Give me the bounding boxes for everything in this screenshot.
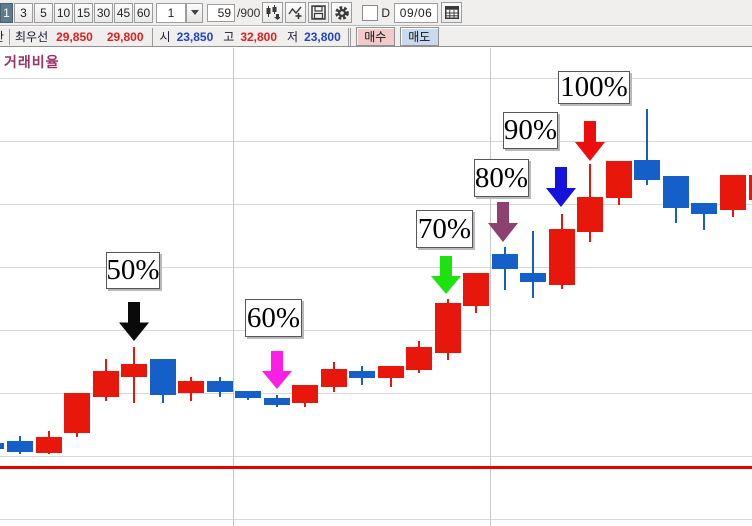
candle-body (150, 359, 176, 395)
candle-body (235, 391, 261, 398)
candle-body (292, 385, 318, 403)
h-gridline (0, 393, 752, 394)
candle-body (178, 381, 204, 393)
candlestick-add-icon (266, 5, 281, 20)
candle-body (634, 160, 660, 180)
candle-body (549, 229, 575, 285)
candle-body (93, 371, 119, 397)
price-info-bar: 안 최우선 29,850 29,800 시 23,850 고 32,800 저 … (0, 27, 752, 47)
add-candle-button[interactable] (262, 2, 284, 23)
best-bid-value: 29,850 (56, 29, 93, 44)
candle-body (492, 254, 518, 269)
candle-body (720, 175, 746, 210)
percent-label: 80% (474, 159, 529, 197)
h-gridline (0, 519, 752, 520)
percent-label: 100% (558, 71, 630, 104)
h-gridline (0, 267, 752, 268)
low-label: 저 (287, 30, 299, 44)
candle-body (463, 273, 489, 306)
interval-button-30[interactable]: 30 (94, 2, 113, 23)
percent-label: 70% (416, 210, 473, 248)
gear-icon (335, 5, 349, 20)
candle-body (264, 398, 290, 405)
interval-button-45[interactable]: 45 (114, 2, 133, 23)
candle-body (0, 443, 4, 449)
percent-label: 90% (503, 112, 558, 149)
candle-body (406, 347, 432, 370)
candlestick-chart[interactable]: 거래비율 50% 60% 70% 80% 90% 100% (0, 48, 752, 526)
open-value: 23,850 (176, 29, 214, 44)
buy-button[interactable]: 매수 (355, 27, 395, 46)
interval-button-10[interactable]: 10 (54, 2, 73, 23)
candle-body (606, 161, 632, 198)
chart-toolbar: 1 3 5 10 15 30 45 60 1 59 /900 (0, 0, 752, 26)
candle-body (435, 303, 461, 353)
candle-body (691, 203, 717, 214)
interval-button-1[interactable]: 1 (0, 2, 13, 23)
v-gridline (233, 48, 234, 526)
interval-button-3[interactable]: 3 (14, 2, 33, 23)
candle-body (321, 369, 347, 387)
candle-body (663, 176, 689, 208)
candle-body (749, 175, 752, 200)
candle-body (378, 366, 404, 378)
candle-wick (532, 231, 534, 298)
date-input[interactable]: 09/06 (394, 2, 439, 23)
down-arrow-icon (431, 256, 461, 294)
ohlc-group: 시 23,850 고 32,800 저 23,800 (151, 27, 351, 46)
line-chart-add-icon (288, 6, 302, 19)
chevron-down-icon (190, 10, 199, 15)
v-gridline (490, 48, 491, 526)
sell-button[interactable]: 매도 (399, 27, 439, 46)
period-select-dropdown-button[interactable] (186, 2, 203, 23)
high-value: 32,800 (240, 29, 278, 44)
candle-wick (646, 109, 648, 185)
calendar-icon (444, 6, 459, 19)
save-icon (311, 5, 327, 20)
down-arrow-icon (575, 121, 605, 161)
candle-wick (703, 203, 705, 230)
daily-checkbox[interactable] (362, 4, 379, 21)
save-chart-button[interactable] (308, 2, 330, 23)
h-gridline (0, 204, 752, 205)
candle-body (121, 364, 147, 377)
calendar-button[interactable] (441, 2, 463, 23)
best-quote-label: 최우선 (15, 30, 49, 44)
candle-body (7, 441, 33, 452)
candle-body (64, 393, 90, 433)
h-gridline (0, 330, 752, 331)
interval-button-60[interactable]: 60 (134, 2, 153, 23)
down-arrow-icon (262, 351, 292, 389)
candle-body (577, 197, 603, 232)
candle-body (520, 273, 546, 282)
indicator-label: 거래비율 (4, 54, 60, 70)
h-gridline (0, 456, 752, 457)
down-arrow-icon (546, 167, 576, 207)
percent-label: 60% (245, 299, 302, 337)
period-select-value[interactable]: 1 (156, 2, 186, 23)
interval-button-15[interactable]: 15 (74, 2, 93, 23)
high-label: 고 (223, 30, 235, 44)
settings-button[interactable] (331, 2, 353, 23)
h-gridline (0, 78, 752, 79)
low-value: 23,800 (304, 29, 341, 44)
daily-checkbox-label: D (381, 5, 391, 20)
candle-body (207, 381, 233, 392)
down-arrow-icon (119, 302, 149, 341)
best-ask-value: 29,800 (106, 29, 144, 44)
h-gridline (0, 141, 752, 142)
candle-body (349, 371, 375, 378)
down-arrow-icon (488, 202, 518, 242)
bar-index-input[interactable]: 59 (207, 3, 235, 22)
interval-button-5[interactable]: 5 (34, 2, 53, 23)
percent-label: 50% (106, 252, 160, 289)
clipped-label: 안 (0, 28, 10, 45)
open-label: 시 (159, 30, 171, 44)
base-price-line (0, 466, 752, 469)
candle-body (36, 437, 62, 453)
bar-total-label: /900 (237, 5, 261, 20)
add-indicator-button[interactable] (285, 2, 307, 23)
